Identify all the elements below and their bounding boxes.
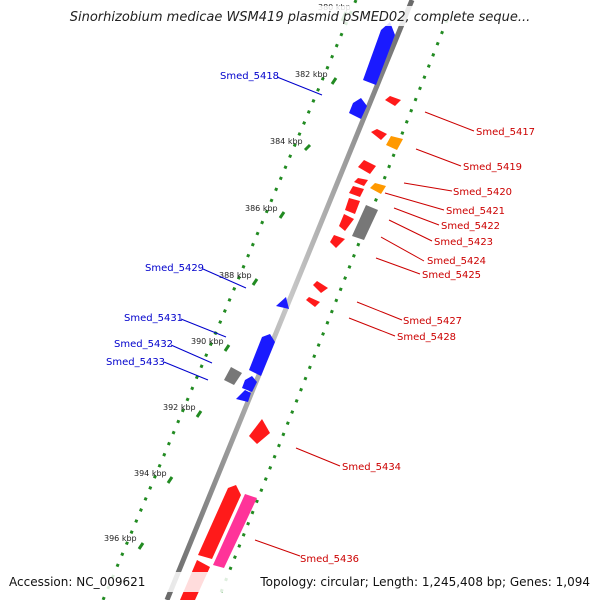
- gene-feature[interactable]: [385, 96, 401, 106]
- gene-label[interactable]: Smed_5427: [403, 316, 462, 327]
- gene-label[interactable]: Smed_5432: [114, 339, 173, 350]
- forward-strand-genes: [224, 22, 395, 402]
- gene-feature[interactable]: [354, 178, 368, 186]
- gene-label[interactable]: Smed_5420: [453, 187, 512, 198]
- gene-feature[interactable]: [345, 198, 360, 214]
- label-leader: [384, 192, 445, 211]
- title-backing: [55, 6, 545, 26]
- label-leader: [180, 318, 227, 338]
- gene-label[interactable]: Smed_5433: [106, 357, 165, 368]
- label-leader: [295, 447, 341, 467]
- gene-label[interactable]: Smed_5431: [124, 313, 183, 324]
- label-leader: [254, 539, 301, 557]
- scale-tick: [166, 476, 174, 484]
- gene-feature[interactable]: [236, 390, 251, 402]
- gene-feature[interactable]: [370, 183, 386, 194]
- forward-gene-labels: Smed_5418 Smed_5429 Smed_5431 Smed_5432 …: [106, 71, 323, 381]
- gene-label[interactable]: Smed_5424: [427, 256, 486, 267]
- scale-label: 396 kbp: [104, 534, 137, 543]
- reverse-gene-labels: Smed_5417 Smed_5419 Smed_5420 Smed_5421 …: [254, 111, 535, 565]
- gene-label[interactable]: Smed_5428: [397, 332, 456, 343]
- scale-label: 384 kbp: [270, 137, 303, 146]
- label-leader: [348, 317, 396, 337]
- outer-tick-track: [101, 0, 358, 600]
- scale-tick: [251, 278, 259, 286]
- gene-feature[interactable]: [213, 494, 257, 568]
- scale-tick: [303, 143, 312, 152]
- inner-tick-track: [216, 19, 449, 600]
- gene-label[interactable]: Smed_5419: [463, 162, 522, 173]
- gene-label[interactable]: Smed_5422: [441, 221, 500, 232]
- scale-label: 388 kbp: [219, 271, 252, 280]
- gene-feature[interactable]: [349, 98, 367, 119]
- tick-tracks: [101, 0, 449, 600]
- gene-feature[interactable]: [242, 376, 257, 392]
- scale-label: 394 kbp: [134, 469, 167, 478]
- gene-feature[interactable]: [306, 297, 320, 307]
- gene-feature[interactable]: [363, 22, 395, 85]
- gene-feature[interactable]: [358, 160, 376, 174]
- footer-backing: [0, 572, 600, 592]
- label-leader: [356, 301, 403, 321]
- reverse-strand-genes: [180, 96, 403, 600]
- label-leader: [393, 207, 440, 226]
- label-leader: [403, 182, 453, 192]
- scale-label: 382 kbp: [295, 70, 328, 79]
- label-leader: [276, 76, 323, 96]
- gene-label[interactable]: Smed_5434: [342, 462, 401, 473]
- scale-tick: [330, 77, 338, 85]
- gene-label[interactable]: Smed_5436: [300, 554, 359, 565]
- gene-feature[interactable]: [352, 205, 378, 240]
- gene-label[interactable]: Smed_5417: [476, 127, 535, 138]
- scale: 380 kbp 382 kbp 384 kbp 386 kbp 388 kbp …: [104, 3, 351, 550]
- label-leader: [380, 236, 425, 262]
- gene-label[interactable]: Smed_5421: [446, 206, 505, 217]
- scale-tick: [223, 344, 231, 352]
- gene-label[interactable]: Smed_5418: [220, 71, 279, 82]
- sequence-backbone: [164, 0, 415, 600]
- scale-label: 386 kbp: [245, 204, 278, 213]
- gene-feature[interactable]: [198, 485, 241, 559]
- gene-feature[interactable]: [371, 129, 387, 140]
- label-leader: [202, 268, 247, 289]
- gene-feature[interactable]: [224, 367, 242, 385]
- gene-label[interactable]: Smed_5425: [422, 270, 481, 281]
- gene-feature[interactable]: [339, 214, 354, 231]
- accession-text: Accession: NC_009621: [9, 575, 145, 589]
- gene-feature[interactable]: [386, 136, 403, 150]
- gene-label[interactable]: Smed_5423: [434, 237, 493, 248]
- scale-label: 390 kbp: [191, 337, 224, 346]
- gene-feature[interactable]: [313, 281, 328, 293]
- label-leader: [375, 257, 421, 275]
- gene-feature[interactable]: [330, 235, 345, 248]
- topology-summary: Topology: circular; Length: 1,245,408 bp…: [259, 575, 590, 589]
- label-leader: [415, 148, 462, 167]
- label-leader: [388, 219, 433, 242]
- gene-label[interactable]: Smed_5429: [145, 263, 204, 274]
- map-title: Sinorhizobium medicae WSM419 plasmid pSM…: [70, 10, 531, 25]
- scale-tick: [195, 410, 203, 418]
- gene-feature[interactable]: [249, 334, 275, 376]
- scale-tick: [278, 211, 286, 219]
- scale-label: 392 kbp: [163, 403, 196, 412]
- gene-feature[interactable]: [249, 419, 270, 444]
- label-leader: [424, 111, 475, 132]
- gene-feature[interactable]: [276, 297, 289, 309]
- label-leader: [163, 361, 209, 381]
- label-leader: [170, 344, 213, 364]
- scale-tick: [137, 542, 145, 550]
- gene-feature[interactable]: [349, 186, 364, 197]
